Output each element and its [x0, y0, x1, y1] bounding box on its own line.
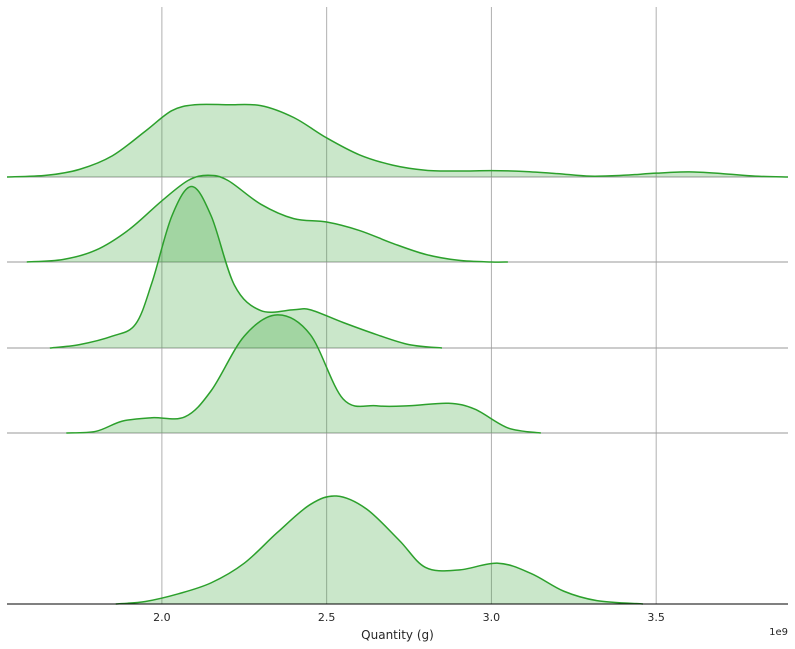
ridge-3	[7, 185, 788, 349]
ridgeline-series	[6, 103, 789, 605]
x-offset-label: 1e9	[769, 627, 788, 638]
x-tick-label: 3.5	[647, 611, 665, 624]
ridge-5	[115, 495, 644, 605]
ridge-line	[115, 495, 644, 605]
ridge-line	[49, 185, 443, 349]
ridge-fill	[66, 314, 541, 433]
x-tick-labels: 2.0 2.5 3.0 3.5	[153, 611, 665, 624]
ridge-4	[7, 314, 788, 434]
ridge-line	[66, 314, 541, 434]
ridge-2	[7, 174, 788, 263]
ridge-fill	[49, 186, 442, 348]
ridge-1	[6, 103, 789, 178]
x-axis-label: Quantity (g)	[361, 628, 434, 642]
ridge-fill	[26, 175, 508, 263]
ridge-fill	[115, 495, 643, 604]
ridge-fill	[7, 104, 788, 177]
x-tick-label: 2.0	[153, 611, 171, 624]
ridge-line	[6, 103, 789, 178]
ridge-line	[26, 174, 508, 263]
gridlines	[161, 7, 657, 604]
x-tick-label: 3.0	[483, 611, 501, 624]
x-tick-label: 2.5	[318, 611, 336, 624]
